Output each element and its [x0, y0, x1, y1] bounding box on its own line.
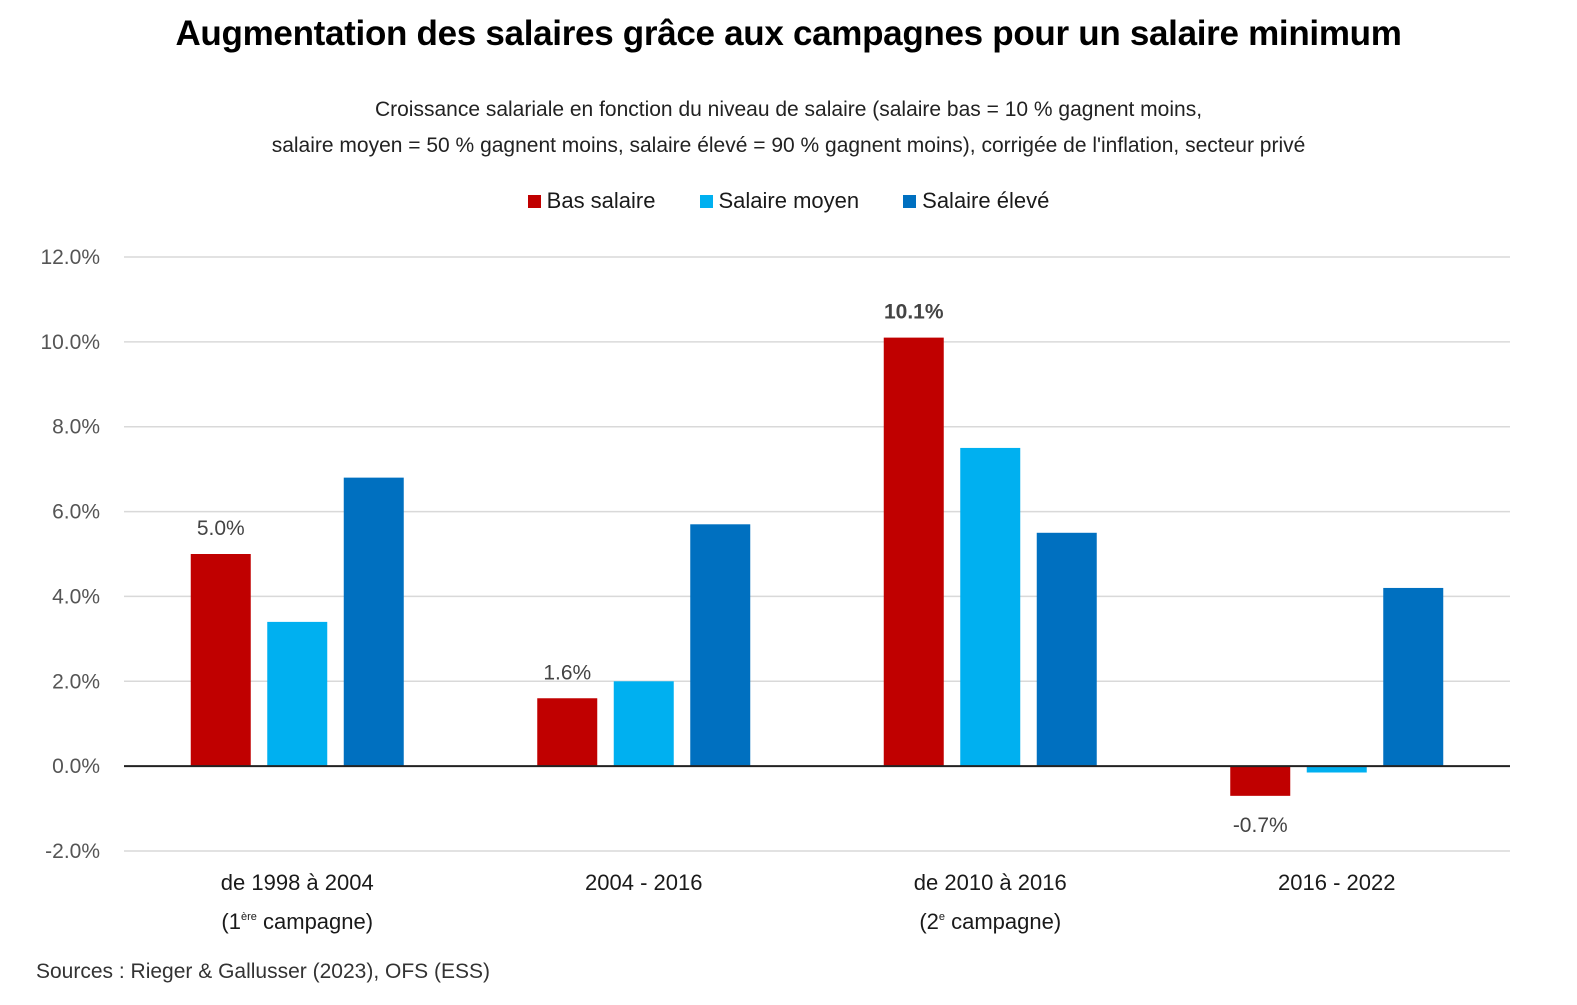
subtitle-line-2: salaire moyen = 50 % gagnent moins, sala… — [271, 134, 1306, 157]
y-tick-label: 0.0% — [52, 755, 100, 778]
x-category-line1: 2004 - 2016 — [585, 870, 703, 895]
bars — [190, 337, 1444, 796]
bar-salaire-eleve — [1036, 532, 1097, 767]
data-label: 1.6% — [543, 661, 591, 684]
x-category-line2: (1ère campagne) — [221, 909, 374, 934]
legend-label-salaire-eleve: Salaire élevé — [922, 188, 1050, 213]
bar-bas-salaire — [883, 337, 944, 767]
subtitle-line-1: Croissance salariale en fonction du nive… — [374, 98, 1203, 121]
legend-item-salaire-eleve: Salaire élevé — [903, 188, 1049, 214]
y-tick-label: 4.0% — [52, 585, 100, 608]
bar-salaire-eleve — [343, 477, 404, 767]
data-labels: 5.0% 1.6% 10.1% -0.7% — [197, 301, 1288, 837]
chart-legend: Bas salaire Salaire moyen Salaire élevé — [0, 188, 1577, 214]
legend-label-bas-salaire: Bas salaire — [546, 188, 656, 213]
x-category-line1: 2016 - 2022 — [1278, 870, 1396, 895]
bar-salaire-moyen — [1306, 766, 1367, 773]
y-tick-label: 2.0% — [52, 670, 100, 693]
data-label: -0.7% — [1233, 814, 1288, 837]
legend-label-salaire-moyen: Salaire moyen — [718, 188, 860, 213]
chart-title: Augmentation des salaires grâce aux camp… — [175, 14, 1402, 53]
legend-swatch-bas-salaire — [527, 194, 541, 208]
legend-swatch-salaire-moyen — [699, 194, 713, 208]
bar-salaire-eleve — [1383, 587, 1444, 767]
x-category-label: de 2010 à 2016 (2e campagne) — [840, 866, 1140, 939]
x-category-line1: de 2010 à 2016 — [913, 870, 1067, 895]
gridlines — [124, 256, 1510, 852]
x-category-line2: (2e campagne) — [919, 909, 1062, 934]
x-category-line1: de 1998 à 2004 — [220, 870, 374, 895]
bar-bas-salaire — [1230, 766, 1291, 796]
ordinal-superscript: e — [938, 911, 945, 923]
data-label: 5.0% — [197, 517, 245, 540]
data-label: 10.1% — [884, 301, 944, 324]
y-tick-label: 10.0% — [40, 331, 100, 354]
bar-salaire-eleve — [690, 524, 751, 767]
chart-subtitle: Croissance salariale en fonction du nive… — [0, 92, 1577, 164]
bar-salaire-moyen — [267, 621, 328, 767]
ordinal-superscript: ère — [240, 911, 257, 923]
y-tick-label: -2.0% — [45, 840, 100, 863]
legend-swatch-salaire-eleve — [903, 194, 917, 208]
y-tick-label: 8.0% — [52, 416, 100, 439]
bar-bas-salaire — [537, 698, 598, 767]
y-axis-ticks: 12.0% 10.0% 8.0% 6.0% 4.0% 2.0% 0.0% -2.0% — [40, 246, 100, 863]
bar-salaire-moyen — [613, 681, 674, 767]
bar-salaire-moyen — [960, 447, 1021, 767]
x-category-label: 2004 - 2016 — [494, 866, 794, 900]
legend-item-bas-salaire: Bas salaire — [527, 188, 656, 214]
x-category-label: de 1998 à 2004 (1ère campagne) — [147, 866, 447, 939]
x-category-label: 2016 - 2022 — [1187, 866, 1487, 900]
source-note: Sources : Rieger & Gallusser (2023), OFS… — [36, 960, 490, 983]
legend-item-salaire-moyen: Salaire moyen — [699, 188, 860, 214]
y-tick-label: 6.0% — [52, 501, 100, 524]
bar-bas-salaire — [190, 554, 251, 767]
y-tick-label: 12.0% — [40, 246, 100, 269]
